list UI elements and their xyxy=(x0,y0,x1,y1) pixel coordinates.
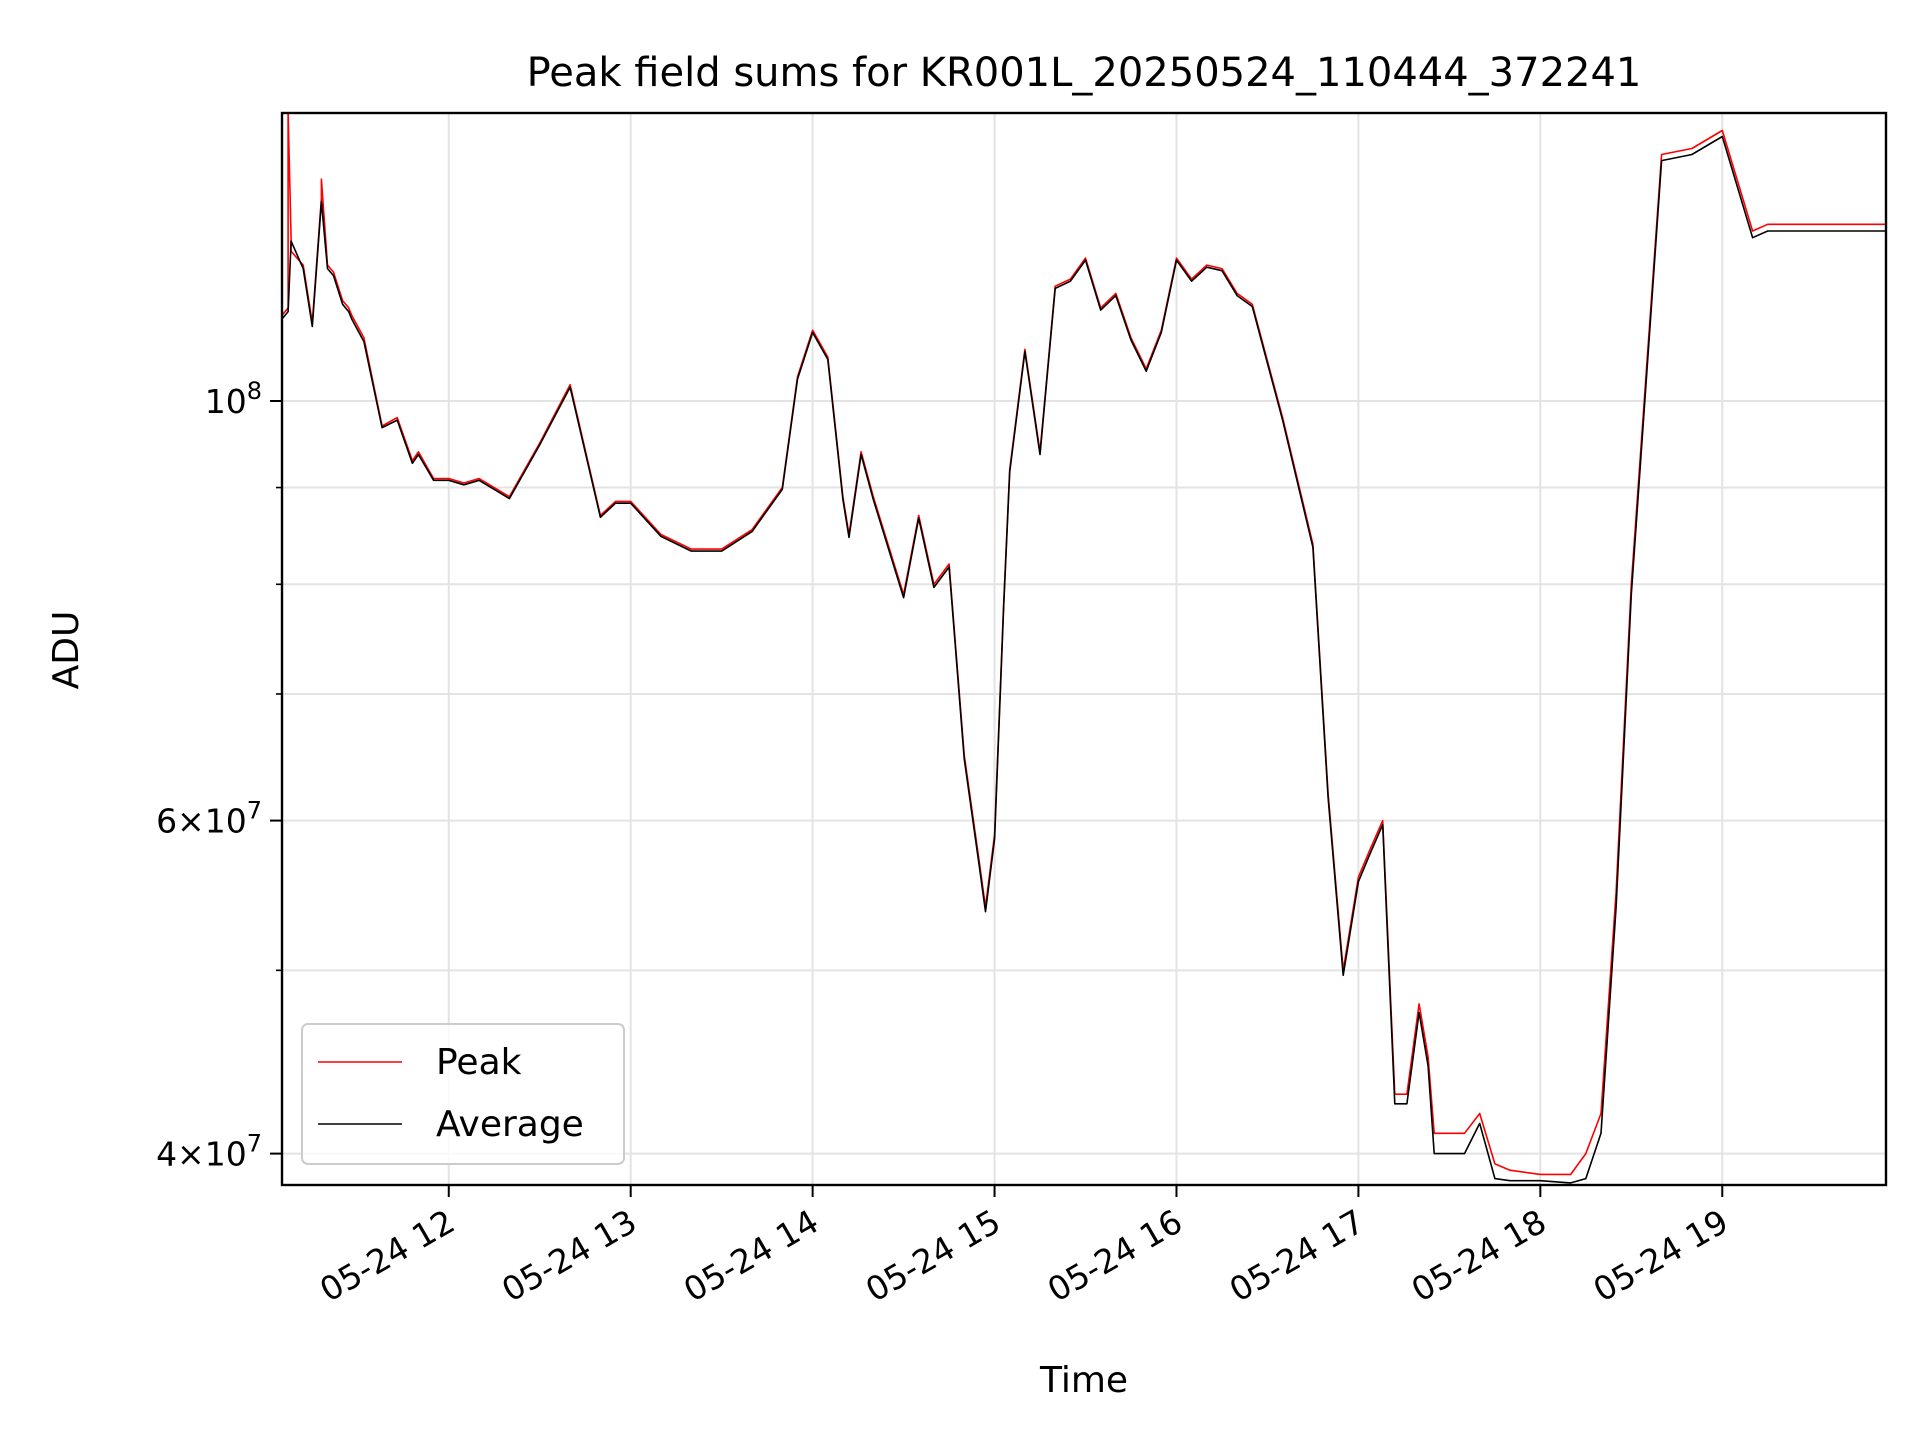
y-axis-ticks: 108 6×107 4×107 xyxy=(156,377,282,1174)
x-axis-title: Time xyxy=(1039,1360,1128,1401)
series-line-average xyxy=(281,135,1886,1184)
series-layer xyxy=(281,112,1886,1184)
legend-label-peak: Peak xyxy=(436,1042,522,1083)
y-tick-label: 6×107 xyxy=(156,797,262,841)
legend: Peak Average xyxy=(301,1023,625,1165)
legend-box xyxy=(301,1023,625,1165)
y-tick-label: 4×107 xyxy=(156,1130,262,1174)
legend-label-average: Average xyxy=(436,1104,584,1145)
y-axis-title: ADU xyxy=(46,611,87,690)
chart-title: Peak field sums for KR001L_20250524_1104… xyxy=(527,50,1642,96)
plot-frame xyxy=(280,111,1888,1187)
y-tick-label: 108 xyxy=(205,377,262,421)
grid xyxy=(282,113,1886,1185)
